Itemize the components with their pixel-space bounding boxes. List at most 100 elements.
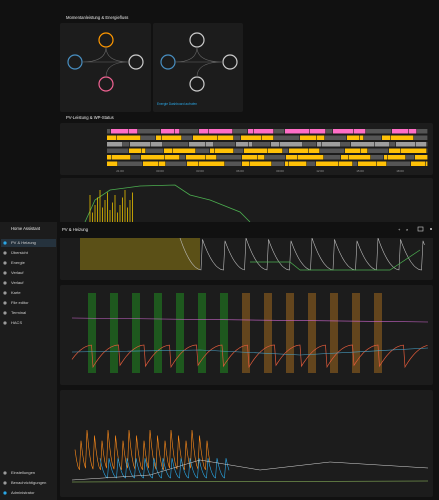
timeline-segment	[166, 161, 187, 166]
timeline-segment	[353, 161, 358, 166]
nav-item[interactable]: Karte	[11, 290, 21, 295]
timeline-segment	[186, 155, 206, 160]
band	[110, 293, 118, 373]
timeline-segment	[341, 142, 351, 147]
nav-icon	[3, 491, 7, 495]
timeline-segment	[351, 142, 375, 147]
timeline-segment	[265, 155, 286, 160]
band	[176, 293, 184, 373]
toolbar-icons[interactable]: + ⌕	[398, 226, 432, 232]
nav-item[interactable]: Benachrichtigungen	[11, 480, 46, 485]
axis-label: 00:00	[156, 169, 164, 173]
timeline-segment	[161, 129, 175, 134]
timeline-segment	[317, 135, 325, 140]
timeline-segment	[225, 161, 242, 166]
card	[60, 178, 433, 225]
timeline-segment	[107, 135, 117, 140]
timeline-segment	[396, 142, 416, 147]
timeline-segment	[241, 135, 262, 140]
timeline-segment	[339, 161, 353, 166]
timeline-segment	[415, 155, 428, 160]
timeline-segment	[162, 135, 182, 140]
timeline-segment	[371, 155, 384, 160]
nav-item[interactable]: Terminal	[11, 310, 26, 315]
timeline-segment	[389, 148, 401, 153]
timeline-segment	[193, 135, 218, 140]
axis-label: 09:00	[276, 169, 284, 173]
card	[60, 23, 151, 112]
timeline-segment	[254, 129, 274, 134]
nav-item[interactable]: Verlauf	[11, 270, 24, 275]
timeline-segment	[409, 129, 417, 134]
timeline-segment	[210, 148, 215, 153]
nav-item[interactable]: Energie	[11, 260, 26, 265]
timeline-segment	[349, 155, 371, 160]
timeline-segment	[317, 142, 322, 147]
timeline-segment	[107, 155, 112, 160]
timeline-segment	[112, 155, 131, 160]
chart-line	[71, 480, 429, 483]
timeline-segment	[234, 135, 241, 140]
timeline-segment	[310, 129, 326, 134]
nav-item[interactable]: PV & Heizung	[11, 240, 36, 245]
timeline-segment	[159, 161, 166, 166]
timeline-segment	[234, 148, 244, 153]
timeline-segment	[322, 142, 341, 147]
timeline-segment	[249, 142, 253, 147]
timeline-segment	[214, 142, 236, 147]
timeline-segment	[146, 148, 164, 153]
timeline-segment	[143, 161, 159, 166]
timeline-segment	[382, 135, 391, 140]
nav-item[interactable]: Verlauf	[11, 280, 24, 285]
nav-icon	[3, 271, 7, 275]
timeline-segment	[271, 142, 280, 147]
timeline-segment	[345, 148, 361, 153]
timeline-segment	[107, 142, 123, 147]
timeline-segment	[401, 148, 427, 153]
charts	[71, 184, 429, 483]
nav-item[interactable]: File editor	[11, 300, 29, 305]
nav-icon	[3, 481, 7, 485]
axis-label: 06:00	[236, 169, 244, 173]
timeline-segment	[375, 142, 390, 147]
timeline-segment	[206, 142, 214, 147]
nav-item[interactable]: Administrator	[11, 490, 35, 495]
timeline-segment	[209, 129, 233, 134]
timeline-segment	[118, 161, 143, 166]
timeline-segment	[354, 129, 366, 134]
timeline-segment	[196, 148, 210, 153]
nav-item[interactable]: Einstellungen	[11, 470, 35, 475]
band	[154, 293, 162, 373]
timeline-segment	[141, 135, 156, 140]
toolbar-title: PV & Heizung	[62, 227, 89, 232]
timeline-segment	[151, 142, 163, 147]
svg-text:+: +	[398, 227, 401, 232]
timeline-segment	[388, 155, 406, 160]
timeline-segment	[175, 129, 180, 134]
nav-icon	[3, 241, 7, 245]
timeline-segment	[217, 155, 242, 160]
band	[132, 293, 140, 373]
nav-item[interactable]: Übersicht	[11, 250, 29, 255]
flow-diagram	[67, 32, 238, 92]
nav-selected	[1, 239, 56, 247]
timeline-segment	[307, 161, 316, 166]
nav-icon	[3, 261, 7, 265]
nav-item[interactable]: HACS	[11, 320, 22, 325]
timeline-segment	[392, 129, 409, 134]
timeline-segment	[272, 161, 285, 166]
band	[330, 293, 338, 373]
timeline-segment	[244, 148, 268, 153]
axis-label: 03:00	[196, 169, 204, 173]
timeline-segment	[199, 129, 209, 134]
axis-label: 18:00	[396, 169, 404, 173]
timeline: 21:00 00:00 03:00 06:00 09:00 12:00 15:00 18:00	[107, 129, 428, 173]
band	[242, 293, 250, 373]
chart-line	[71, 347, 429, 356]
nav-icon	[3, 311, 7, 315]
band	[352, 293, 360, 373]
timeline-segment	[324, 155, 341, 160]
timeline-segment	[298, 155, 324, 160]
chart-line	[250, 249, 421, 271]
dashboard-link[interactable]: Energie Dashboard aufrufen	[157, 102, 197, 106]
